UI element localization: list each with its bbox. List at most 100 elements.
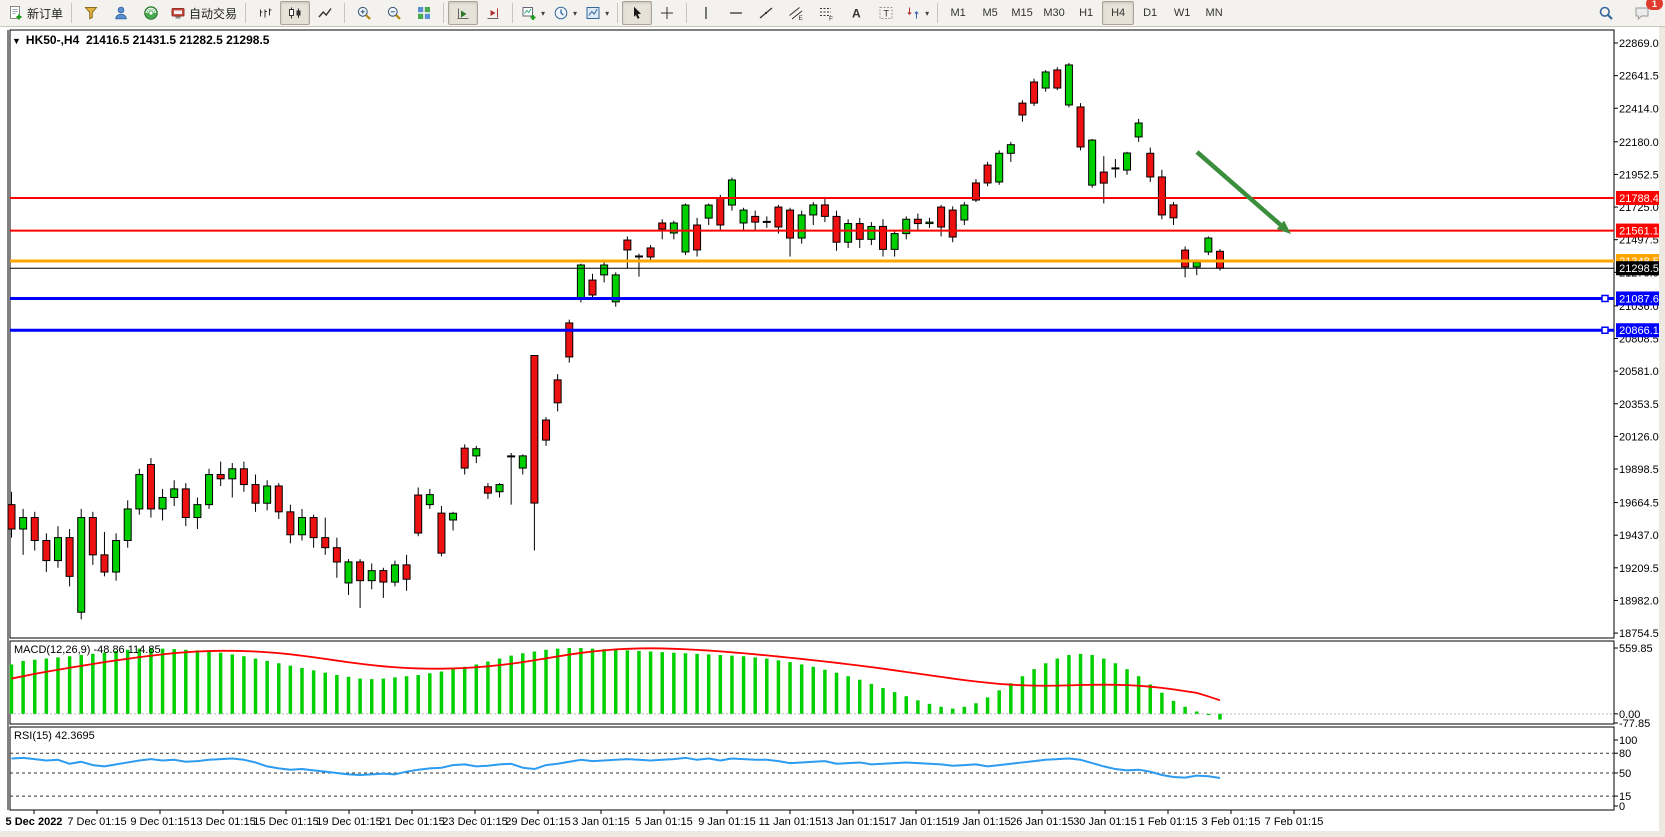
macd-signal-line xyxy=(11,647,1221,702)
timeframe-H1[interactable]: H1 xyxy=(1079,7,1094,19)
date-label: 9 Jan 01:15 xyxy=(698,816,756,828)
svg-text:E: E xyxy=(799,15,804,21)
candle xyxy=(762,220,771,223)
price-tick-label: 21952.5 xyxy=(1619,169,1659,181)
toolbar-separator xyxy=(245,3,247,23)
candle xyxy=(588,279,597,296)
date-label: 7 Dec 01:15 xyxy=(67,816,126,828)
candle xyxy=(53,537,62,562)
candle xyxy=(1041,71,1050,89)
trendline-button[interactable] xyxy=(751,1,781,25)
chart-symbol-period: HK50-,H4 xyxy=(25,33,80,47)
bar-chart-button[interactable] xyxy=(250,1,280,25)
macd-value: -48.86 xyxy=(93,644,125,656)
new-chart-button[interactable]: ▾ xyxy=(517,1,549,25)
candle xyxy=(251,484,260,504)
candle xyxy=(286,511,295,536)
rsi-value: 42.3695 xyxy=(54,730,95,742)
autotrading-button[interactable]: 自动交易 xyxy=(166,1,241,25)
text-button[interactable]: A xyxy=(841,1,871,25)
hline-handle[interactable] xyxy=(1601,294,1609,303)
bottom-edge-strip xyxy=(0,831,1665,837)
cursor-button[interactable] xyxy=(622,1,653,25)
candle xyxy=(1146,152,1155,178)
profile-button[interactable] xyxy=(106,1,136,25)
chat-button[interactable]: 1 xyxy=(1627,0,1663,25)
candle xyxy=(437,512,446,554)
trend-arrow[interactable] xyxy=(1195,150,1282,227)
collapse-icon[interactable]: ▼ xyxy=(12,36,21,46)
vertical-line-button[interactable] xyxy=(691,1,721,25)
zoom-out-icon xyxy=(387,6,401,20)
equidistant-channel-button[interactable]: E xyxy=(781,1,811,25)
hline-price-label-bg xyxy=(1616,323,1663,338)
candle xyxy=(1076,106,1085,148)
candle xyxy=(1192,261,1201,268)
timeframe-M5[interactable]: M5 xyxy=(982,7,998,19)
candle xyxy=(1111,167,1120,170)
candlestick-chart-button[interactable] xyxy=(280,1,311,25)
candle xyxy=(774,206,783,228)
hline-price-label: 21788.4 xyxy=(1619,193,1659,205)
candle xyxy=(425,494,434,506)
candle xyxy=(844,223,853,243)
date-label: 17 Jan 01:15 xyxy=(884,816,948,828)
chart-shift-button[interactable] xyxy=(478,1,508,25)
arrows-button[interactable]: ▾ xyxy=(901,1,933,25)
candle xyxy=(112,539,121,573)
rsi-pane[interactable] xyxy=(9,726,1615,811)
text-label-button[interactable]: T xyxy=(871,1,901,25)
timeframe-M30[interactable]: M30 xyxy=(1043,7,1065,19)
date-label: 9 Dec 01:15 xyxy=(130,816,189,828)
clock-icon xyxy=(554,6,568,20)
search-button[interactable] xyxy=(1591,1,1621,25)
price-tick-label: 22869.0 xyxy=(1619,38,1659,50)
tile-windows-button[interactable] xyxy=(409,1,439,25)
candle xyxy=(77,517,86,613)
candle xyxy=(530,354,539,504)
candle xyxy=(983,164,992,184)
candles-icon xyxy=(289,7,301,19)
new-order-icon xyxy=(10,6,22,20)
templates-button[interactable]: ▾ xyxy=(581,1,613,25)
date-label: 23 Dec 01:15 xyxy=(442,816,507,828)
timeframe-H4[interactable]: H4 xyxy=(1102,1,1135,25)
candle xyxy=(100,554,109,573)
candle xyxy=(495,484,504,493)
candle xyxy=(611,274,620,303)
macd-scale-label: 0.00 xyxy=(1619,709,1640,721)
hline-handle[interactable] xyxy=(1601,326,1609,334)
textA-icon: A xyxy=(852,7,861,21)
timeframe-D1[interactable]: D1 xyxy=(1143,7,1158,19)
timeframe-W1[interactable]: W1 xyxy=(1173,7,1191,19)
auto-scroll-button[interactable] xyxy=(448,1,479,25)
zoom-in-button[interactable] xyxy=(349,1,379,25)
candle xyxy=(205,474,214,506)
candle xyxy=(1006,144,1015,154)
crosshair-button[interactable] xyxy=(652,1,682,25)
timeframe-M1[interactable]: M1 xyxy=(950,7,966,19)
tiles-icon xyxy=(418,7,431,19)
zoom-out-button[interactable] xyxy=(379,1,409,25)
linechart-icon xyxy=(318,8,332,18)
date-label: 5 Dec 2022 xyxy=(6,816,63,828)
timeframe-M15[interactable]: M15 xyxy=(1011,7,1033,19)
hline-price-label-bg xyxy=(1616,261,1663,276)
right-edge-strip xyxy=(1659,27,1665,837)
new-order-button[interactable]: 新订单 xyxy=(4,1,67,25)
signals-button[interactable] xyxy=(136,1,166,25)
candle xyxy=(658,222,667,230)
toolbar-separator xyxy=(344,3,346,23)
horizontal-line-button[interactable] xyxy=(721,1,751,25)
fibonacci-button[interactable]: F xyxy=(811,1,841,25)
macd-scale-label: 559.85 xyxy=(1619,643,1653,655)
periods-button[interactable]: ▾ xyxy=(549,1,581,25)
line-chart-button[interactable] xyxy=(310,1,340,25)
market-filter-button[interactable] xyxy=(76,1,106,25)
main-pane[interactable] xyxy=(9,29,1615,639)
candle xyxy=(925,221,934,225)
trend-arrow-head[interactable] xyxy=(1276,220,1291,234)
timeframe-MN[interactable]: MN xyxy=(1205,7,1223,19)
hline-price-label-bg xyxy=(1616,190,1663,205)
